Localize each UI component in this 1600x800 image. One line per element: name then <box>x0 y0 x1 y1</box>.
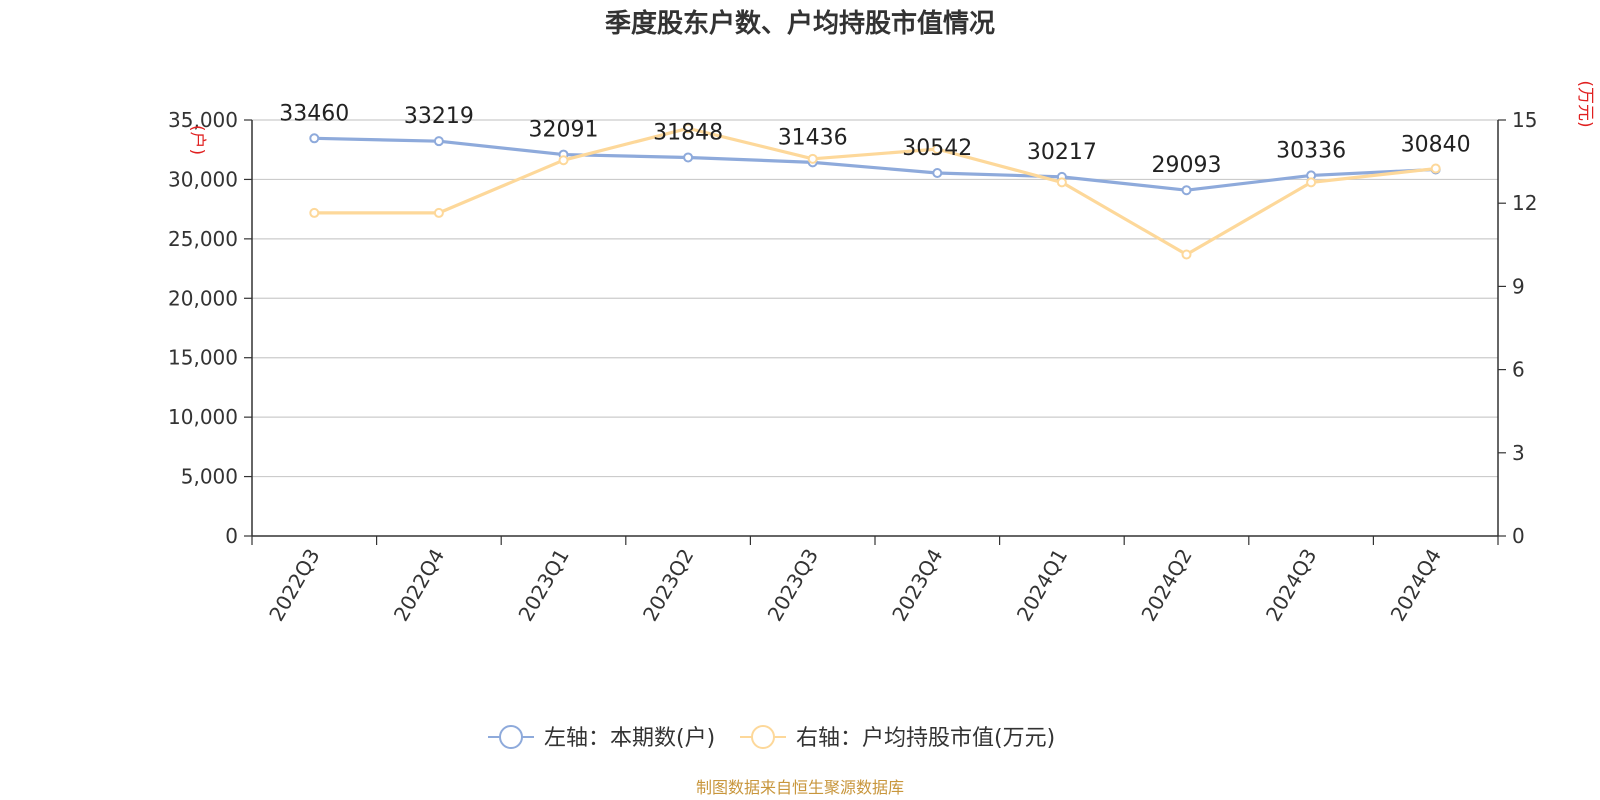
right-axis-tick-label: 12 <box>1512 191 1537 215</box>
shareholder-count-data-label: 33219 <box>404 104 474 129</box>
axes: 0 5,000 10,000 15,000 20,000 25,000 30,000 35,0… <box>168 80 1595 625</box>
left-axis-tick-label: 25,000 <box>168 227 238 251</box>
chart-title: 季度股东户数、户均持股市值情况 <box>605 8 995 39</box>
avg-holding-value-point <box>558 155 569 166</box>
left-axis-tick-label: 35,000 <box>168 108 238 132</box>
left-axis-tick-label: 0 <box>225 524 238 548</box>
x-axis-tick-label: 2022Q3 <box>264 545 324 626</box>
shareholder-count-point <box>309 133 320 144</box>
legend-item-avg-holding-value[interactable]: 右轴：户均持股市值(万元) <box>740 725 1055 751</box>
x-axis-tick-label: 2023Q3 <box>763 545 823 626</box>
left-axis-unit: (户) <box>187 125 207 155</box>
x-axis-tick-label: 2023Q1 <box>513 545 573 626</box>
left-axis-tick-label: 5,000 <box>181 465 238 489</box>
right-axis-tick-label: 9 <box>1512 274 1525 298</box>
shareholder-count-data-label: 31436 <box>778 125 848 150</box>
shareholder-count-point <box>1181 185 1192 196</box>
avg-holding-value-point <box>1430 163 1441 174</box>
shareholder-count-data-label: 30217 <box>1027 140 1097 165</box>
legend-marker <box>751 725 775 749</box>
series-layer <box>309 123 1441 260</box>
legend-item-shareholder-count[interactable]: 左轴：本期数(户) <box>488 725 715 751</box>
shareholder-count-line <box>314 136 1436 192</box>
legend-label: 左轴：本期数(户) <box>544 726 715 751</box>
legend-label: 右轴：户均持股市值(万元) <box>796 726 1055 751</box>
x-axis-tick-label: 2023Q4 <box>887 545 947 626</box>
avg-holding-value-point <box>1181 249 1192 260</box>
data-labels: 33460 33219 32091 31848 31436 30542 30217 29093… <box>279 101 1470 178</box>
shareholder-count-point <box>433 136 444 147</box>
right-axis-tick-label: 6 <box>1512 358 1525 382</box>
legend-marker <box>499 725 523 749</box>
avg-holding-value-point <box>309 207 320 218</box>
x-axis-tick-label: 2024Q3 <box>1261 545 1321 626</box>
shareholder-count-data-label: 33460 <box>279 101 349 126</box>
shareholder-count-data-label: 30840 <box>1401 132 1471 157</box>
avg-holding-value-point <box>1056 177 1067 188</box>
avg-holding-value-line <box>314 126 1436 257</box>
x-axis-tick-label: 2022Q4 <box>389 545 449 626</box>
shareholder-count-data-label: 29093 <box>1152 153 1222 178</box>
legend[interactable]: 左轴：本期数(户) 右轴：户均持股市值(万元) <box>488 725 1055 751</box>
left-axis-tick-label: 20,000 <box>168 286 238 310</box>
left-axis-tick-label: 15,000 <box>168 346 238 370</box>
left-axis-tick-label: 10,000 <box>168 405 238 429</box>
avg-holding-value-point <box>807 153 818 164</box>
avg-holding-value-point <box>1306 177 1317 188</box>
avg-holding-value-point <box>683 123 694 134</box>
right-axis-unit: (万元) <box>1575 80 1595 127</box>
shareholder-count-point <box>932 167 943 178</box>
avg-holding-value-point <box>932 144 943 155</box>
x-axis-tick-label: 2024Q4 <box>1386 545 1446 626</box>
right-axis-tick-label: 15 <box>1512 108 1537 132</box>
shareholder-count-data-label: 32091 <box>529 118 599 143</box>
grid-lines <box>252 119 1498 478</box>
x-axis-tick-label: 2024Q2 <box>1136 545 1196 626</box>
shareholder-count-point <box>683 152 694 163</box>
left-axis-tick-label: 30,000 <box>168 167 238 191</box>
right-axis-tick-label: 3 <box>1512 441 1525 465</box>
source-note: 制图数据来自恒生聚源数据库 <box>696 778 904 797</box>
right-axis-tick-label: 0 <box>1512 524 1525 548</box>
shareholder-count-data-label: 30542 <box>902 136 972 161</box>
x-axis-tick-label: 2024Q1 <box>1012 545 1072 626</box>
avg-holding-value-point <box>433 207 444 218</box>
shareholder-count-data-label: 31848 <box>653 120 723 145</box>
shareholder-count-data-label: 30336 <box>1276 138 1346 163</box>
x-axis-tick-label: 2023Q2 <box>638 545 698 626</box>
